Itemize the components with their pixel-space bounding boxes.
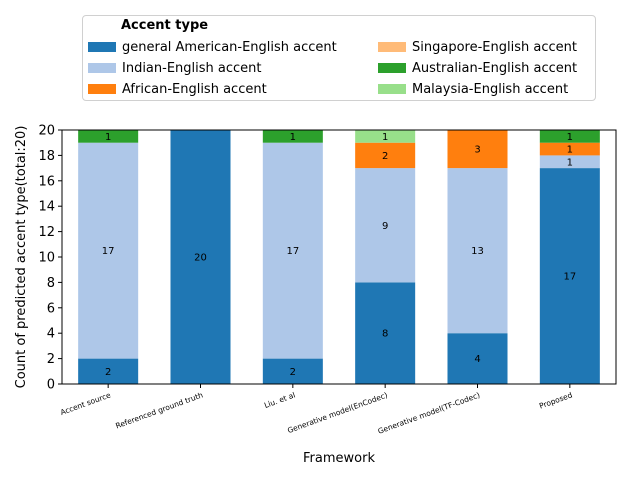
legend-swatch [88,42,116,52]
bar-segment [262,142,323,359]
y-axis: 0 2 4 6 8 10 12 14 16 18 20 [38,124,62,393]
plot-frame [61,129,617,385]
legend-label: general American-English accent [122,39,337,55]
bar-segment [447,168,508,334]
y-tick-label: 0 [47,378,55,393]
x-tick-label: Generative model(TF-Codec) [377,390,482,435]
bar-segment [170,130,231,384]
bar-segment [355,282,416,384]
legend: Accent type general American-English acc… [82,15,596,101]
x-tick-label: Referenced ground truth [114,390,204,430]
legend-item: general American-English accent [88,38,337,56]
y-tick-label: 12 [38,225,55,240]
legend-label: Australian-English accent [412,60,578,76]
bar-value-label: 1 [567,132,573,143]
bar-segment [355,130,416,143]
legend-item: Malaysia-English accent [378,80,568,98]
bar-value-label: 20 [194,253,207,264]
legend-swatch [88,84,116,94]
bar-value-label: 1 [382,132,388,143]
bar-value-label: 2 [382,151,388,162]
bar-segment [78,142,139,359]
bar-value-label: 17 [286,246,299,257]
y-tick-label: 4 [47,327,55,342]
bars-layer [78,130,600,384]
bar-value-label: 4 [474,354,480,365]
bar-value-label: 17 [563,272,576,283]
legend-item: Singapore-English accent [378,38,577,56]
bar-segment [539,155,600,169]
bar-value-label: 13 [471,246,484,257]
legend-label: African-English accent [122,81,267,97]
bar-value-label: 1 [567,157,573,168]
bar-segment [262,358,323,384]
legend-label: Malaysia-English accent [412,81,569,97]
y-axis-title: Count of predicted accent type(total:20) [14,126,29,389]
x-tick-label: Proposed [538,390,574,410]
bar-segment [355,168,416,283]
legend-label: Singapore-English accent [412,39,577,55]
legend-swatch [88,63,116,73]
legend-label: Indian-English accent [122,60,262,76]
bar-segment [447,333,508,384]
legend-item: Australian-English accent [378,59,577,77]
bar-value-label: 1 [105,132,111,143]
y-tick-label: 18 [38,149,55,164]
legend-swatch [378,84,406,94]
x-tick-label: Accent source [59,390,112,417]
y-tick-label: 6 [47,301,55,316]
legend-item: Indian-English accent [88,59,262,77]
legend-title: Accent type [121,18,209,33]
bar-value-label: 17 [102,246,115,257]
y-tick-label: 10 [38,251,55,266]
bar-value-label: 2 [105,367,111,378]
bar-segment [355,142,416,169]
bar-segment [78,358,139,384]
bar-value-label: 9 [382,221,388,232]
bar-segment [539,130,600,143]
x-axis-title: Framework [303,451,375,466]
x-axis: Accent source Referenced ground truth Liu.… [59,384,574,436]
legend-item: African-English accent [88,80,267,98]
legend-swatch [378,42,406,52]
bar-value-label: 3 [474,145,480,156]
y-tick-label: 8 [47,276,55,291]
bar-value-label: 2 [290,367,296,378]
y-tick-label: 2 [47,352,55,367]
bar-segment [539,142,600,156]
bar-value-label: 8 [382,329,388,340]
legend-swatch [378,63,406,73]
bar-value-label: 1 [290,132,296,143]
bar-segment [78,130,139,143]
bar-value-label: 1 [567,145,573,156]
bar-segment [447,130,508,169]
bar-segment [262,130,323,143]
y-tick-label: 16 [38,174,55,189]
x-tick-label: Liu. et al [263,390,297,410]
y-tick-label: 14 [38,200,55,215]
y-tick-label: 20 [38,124,55,139]
x-tick-label: Generative model(EnCodec) [286,390,389,435]
bar-segment [539,168,600,384]
